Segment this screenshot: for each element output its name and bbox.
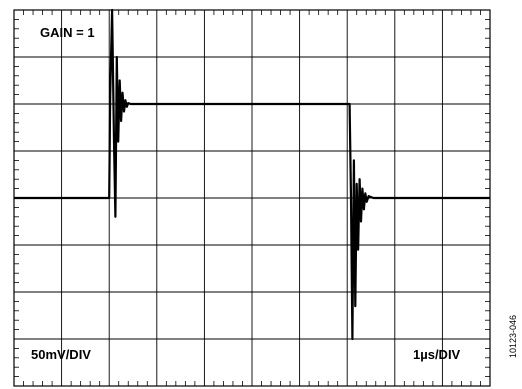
figure-id: 10123-046 [508, 315, 518, 358]
vertical-scale-label: 50mV/DIV [31, 347, 91, 362]
horizontal-scale-label: 1µs/DIV [413, 347, 461, 362]
gain-label: GAIN = 1 [40, 25, 95, 40]
